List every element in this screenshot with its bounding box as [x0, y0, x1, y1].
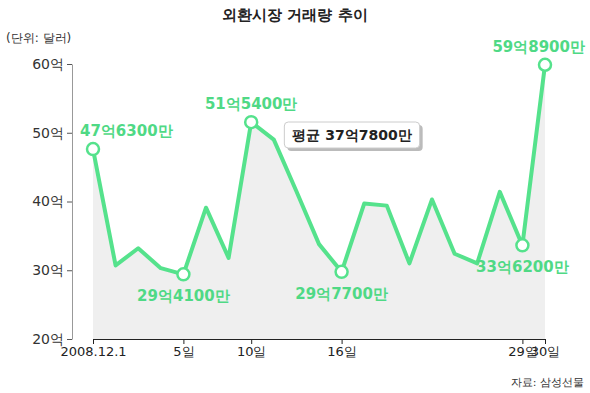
axis-title: (단위: 달러) [6, 31, 71, 45]
y-tick-label: 30억 [32, 262, 64, 278]
x-tick: 16일 [327, 339, 357, 359]
y-tick-mark [67, 133, 72, 134]
y-tick-label: 40억 [32, 193, 64, 209]
data-label: 29억4100만 [137, 287, 230, 305]
y-tick-label: 50억 [32, 125, 64, 141]
line [93, 65, 545, 275]
x-tick-label: 5일 [173, 344, 194, 359]
data-label: 29억7700만 [295, 285, 388, 303]
y-axis: 20억 30억 40억 50억 60억 [32, 56, 72, 347]
x-tick: 5일 [173, 339, 194, 359]
marker [177, 268, 189, 280]
annotation: 평균 37억7800만 [284, 122, 422, 151]
y-tick-label: 20억 [32, 331, 64, 347]
y-tick-mark [67, 339, 72, 340]
y-tick-mark [67, 202, 72, 203]
x-axis: 2008.12.15일10일16일29일30일 [60, 339, 560, 359]
annotation-text: 평균 37억7800만 [292, 127, 411, 143]
x-tick-label: 30일 [531, 344, 561, 359]
marker [336, 266, 348, 278]
y-tick: 40억 [32, 193, 72, 209]
y-axis-line [72, 65, 73, 340]
plot-area [87, 59, 551, 339]
x-tick-label: 10일 [237, 344, 267, 359]
x-tick: 10일 [237, 339, 267, 359]
data-label: 51억5400만 [205, 95, 298, 113]
source: 자료: 삼성선물 [511, 376, 584, 389]
annotation-box [284, 122, 419, 148]
data-label: 33억6200만 [476, 258, 569, 276]
chart: 외환시장 거래량 추이 (단위: 달러) 20억 30억 40억 50억 60억 2008.1… [0, 0, 590, 393]
x-tick: 2008.12.1 [60, 339, 126, 359]
x-tick-label: 2008.12.1 [60, 344, 126, 359]
title: 외환시장 거래량 추이 [222, 6, 367, 24]
y-tick-label: 60억 [32, 56, 64, 72]
x-axis-line [94, 339, 546, 340]
y-tick: 60억 [32, 56, 72, 72]
marker [516, 239, 528, 251]
area [93, 65, 545, 339]
y-tick: 30억 [32, 262, 72, 278]
data-label: 47억6300만 [80, 122, 173, 140]
marker [539, 59, 551, 71]
marker [245, 116, 257, 128]
data-label: 59억8900만 [492, 38, 585, 56]
y-tick-mark [67, 64, 72, 65]
marker [87, 143, 99, 155]
y-tick: 50억 [32, 125, 72, 141]
y-tick-mark [67, 270, 72, 271]
x-tick-label: 16일 [327, 344, 357, 359]
x-tick: 30일 [531, 339, 561, 359]
data-labels: 47억6300만 29억4100만 51억5400만 29억7700만 33억6200만… [80, 38, 585, 306]
